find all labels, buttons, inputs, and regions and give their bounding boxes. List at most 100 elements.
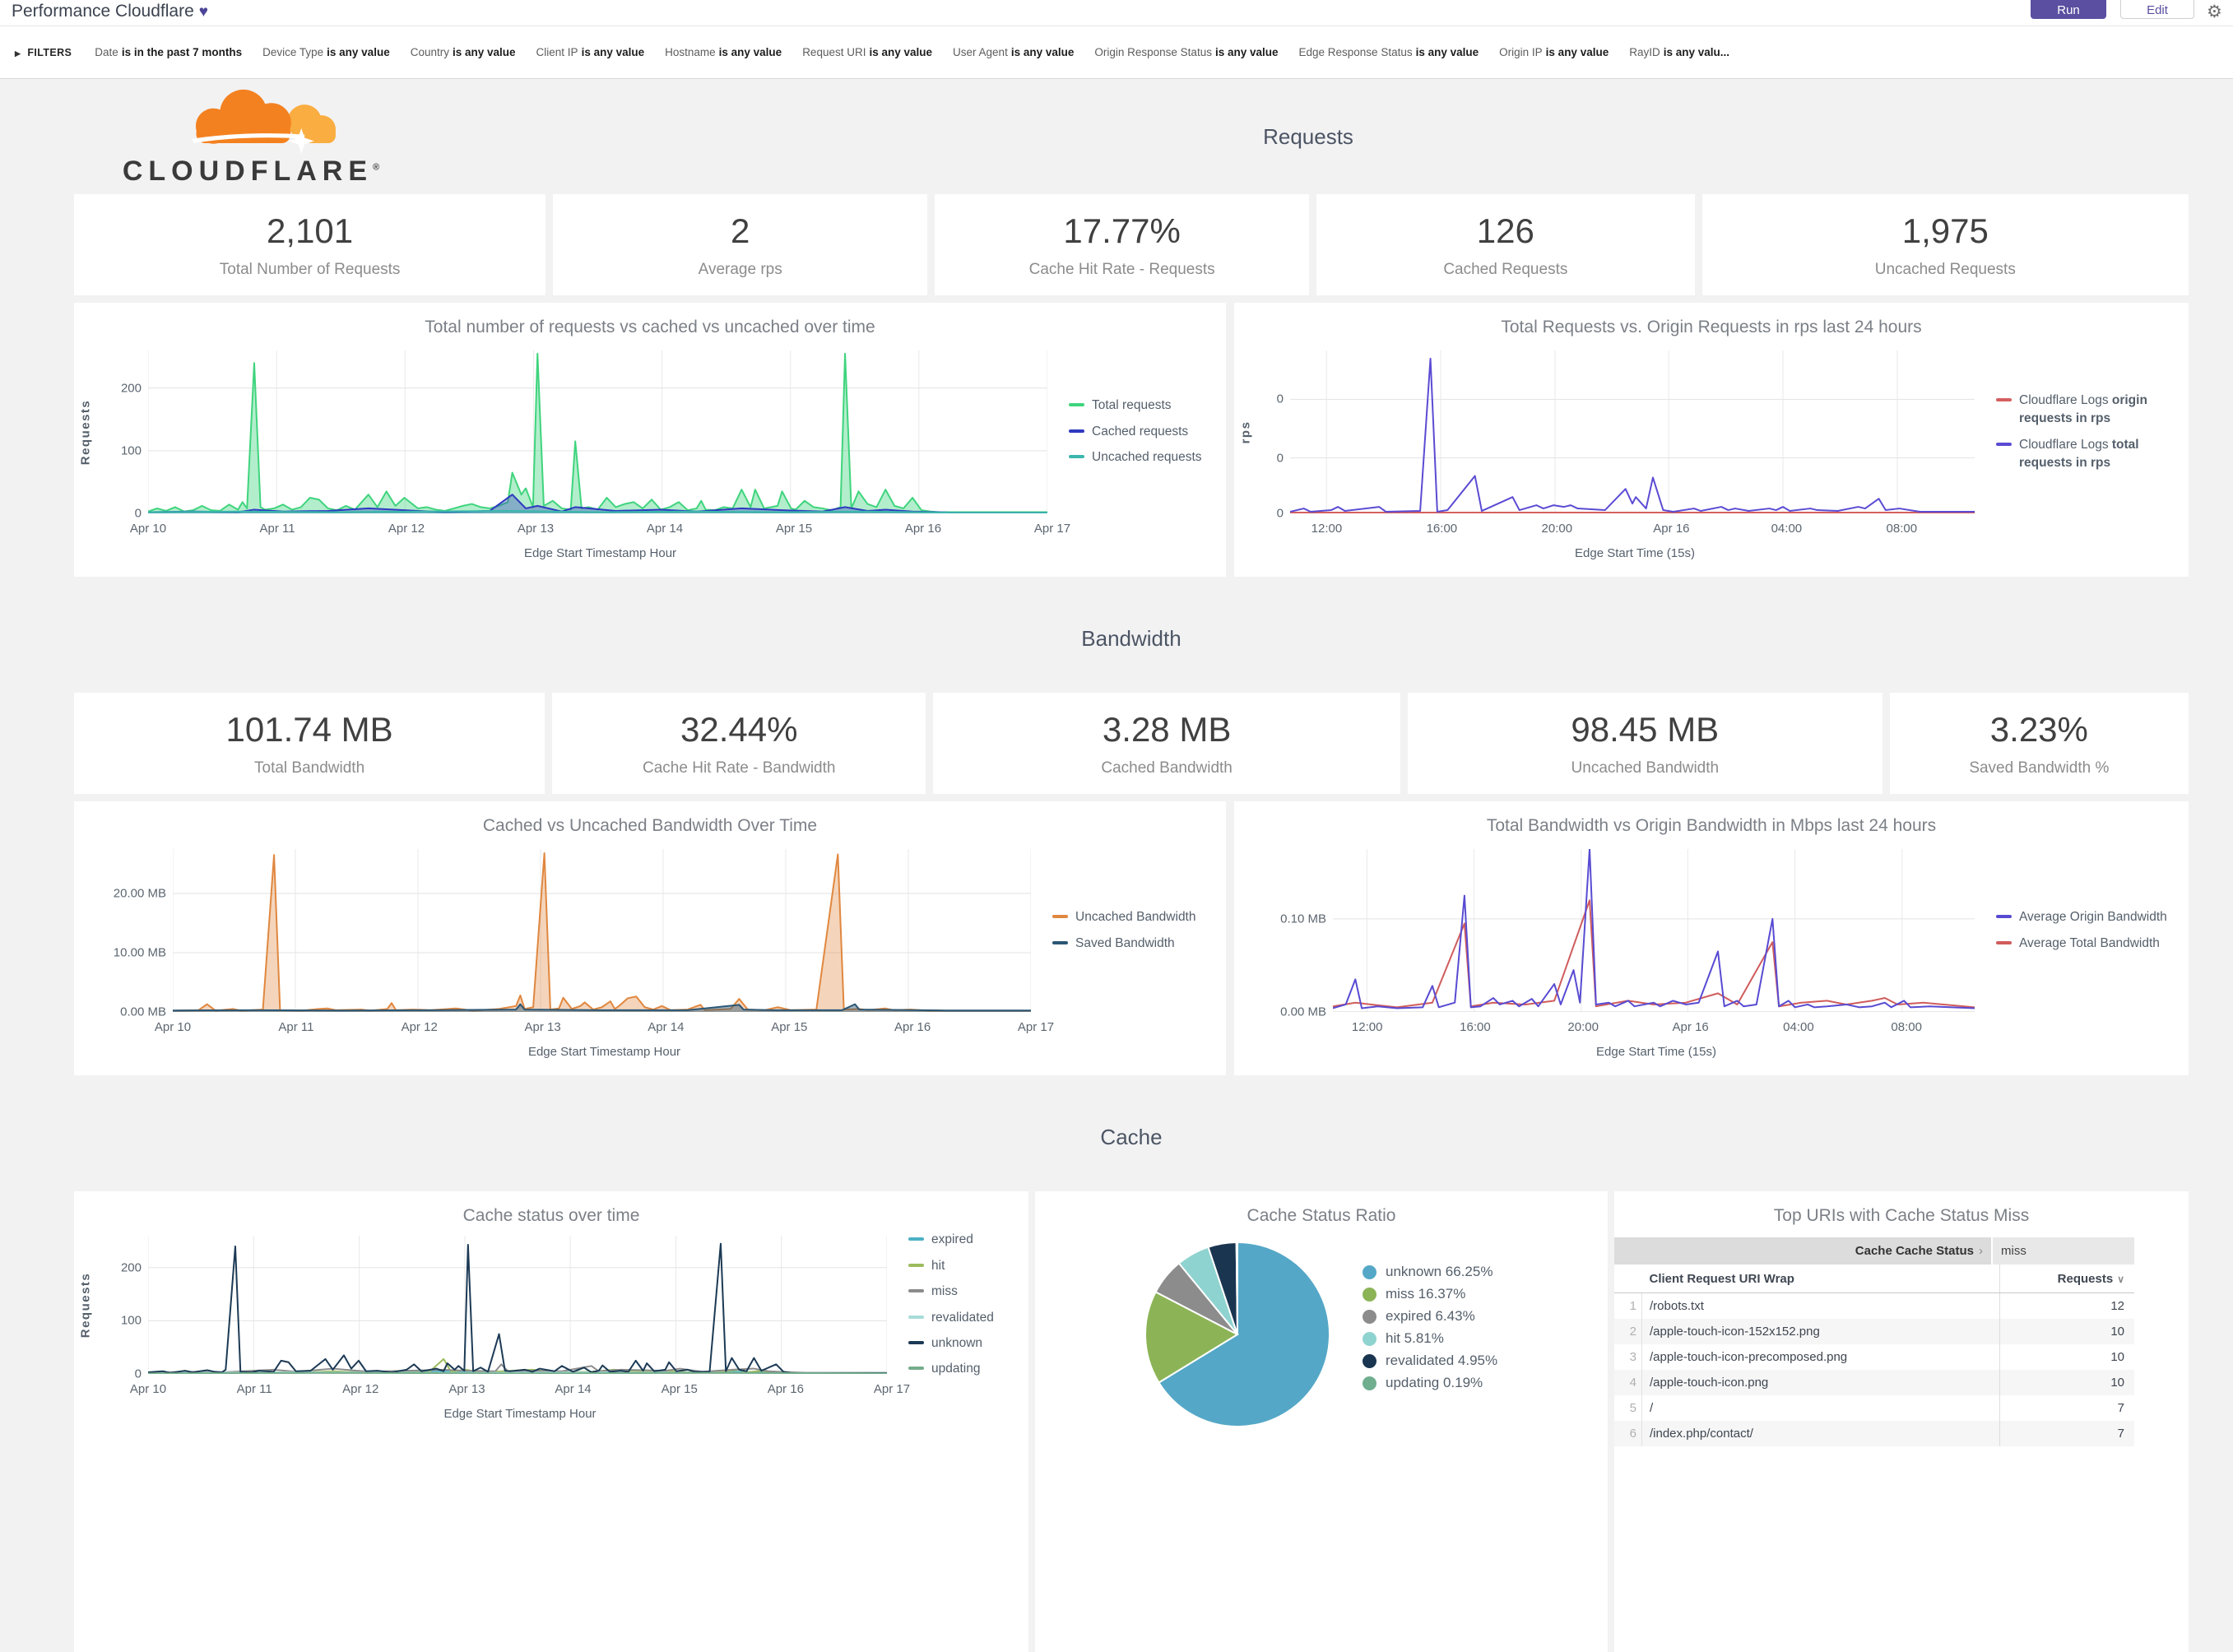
filter-item[interactable]: User Agent is any value bbox=[953, 45, 1075, 58]
x-tick-label: Apr 16 bbox=[904, 522, 942, 536]
x-tick-label: Apr 14 bbox=[646, 522, 684, 536]
x-tick-label: 04:00 bbox=[1783, 1020, 1814, 1034]
pivot-header[interactable]: Cache Cache Status › bbox=[1614, 1237, 1991, 1265]
legend-swatch-icon bbox=[908, 1315, 924, 1319]
chart-legend: expired hit miss revalidated unknown updating bbox=[908, 1232, 1028, 1376]
row-index: 2 bbox=[1614, 1319, 1642, 1344]
x-tick-label: 08:00 bbox=[1891, 1020, 1922, 1034]
legend-label: updating bbox=[931, 1362, 981, 1376]
legend-label: expired bbox=[931, 1232, 973, 1247]
x-tick-label: 12:00 bbox=[1351, 1020, 1383, 1034]
uri-column-header[interactable]: Client Request URI Wrap bbox=[1641, 1265, 2000, 1293]
row-uri[interactable]: /apple-touch-icon.png bbox=[1641, 1370, 2000, 1395]
legend-label: revalidated 4.95% bbox=[1386, 1353, 1498, 1368]
index-column-header bbox=[1614, 1265, 1642, 1293]
legend-item[interactable]: Saved Bandwidth bbox=[1052, 935, 1221, 953]
legend-item[interactable]: unknown bbox=[908, 1334, 1024, 1353]
y-tick-label: 0 bbox=[1276, 451, 1284, 466]
legend-item[interactable]: Uncached requests bbox=[1069, 448, 1221, 466]
legend-item[interactable]: Cloudflare Logs total requests in rps bbox=[1996, 436, 2184, 473]
cloudflare-logo-text: CLOUDFLARE® bbox=[122, 155, 380, 187]
legend-item[interactable]: hit bbox=[908, 1257, 1024, 1275]
x-tick-label: Apr 15 bbox=[775, 522, 813, 536]
legend-swatch-icon bbox=[1052, 940, 1068, 944]
stat-value: 1,975 bbox=[1901, 211, 1989, 250]
x-tick-label: Apr 13 bbox=[517, 522, 555, 536]
filter-item[interactable]: Client IP is any value bbox=[536, 45, 645, 58]
heart-icon: ♥ bbox=[198, 3, 209, 21]
y-tick-label: 0.00 MB bbox=[1280, 1005, 1326, 1019]
legend-item[interactable]: updating 0.19% bbox=[1363, 1375, 1497, 1391]
cache-miss-table: Cache Cache Status › miss Client Request … bbox=[1614, 1237, 2134, 1446]
gear-icon[interactable]: ⚙ bbox=[2207, 2, 2222, 21]
x-tick-label: Apr 11 bbox=[236, 1382, 272, 1396]
chart-cache-status-over-time: Cache status over time Requests 0 100 200 exp… bbox=[74, 1191, 1028, 1652]
legend-item[interactable]: updating bbox=[908, 1360, 1024, 1378]
run-button[interactable]: Run bbox=[2031, 0, 2106, 19]
row-index: 3 bbox=[1614, 1344, 1642, 1370]
legend-item[interactable]: revalidated bbox=[908, 1309, 1024, 1327]
x-tick-label: Apr 11 bbox=[278, 1020, 314, 1034]
filter-item[interactable]: Edge Response Status is any value bbox=[1298, 45, 1479, 58]
requests-column-header[interactable]: Requests ∨ bbox=[1999, 1265, 2134, 1293]
x-axis-title: Edge Start Timestamp Hour bbox=[523, 546, 677, 560]
legend-item[interactable]: hit 5.81% bbox=[1363, 1330, 1497, 1347]
table-row: 3/apple-touch-icon-precomposed.png 10 bbox=[1614, 1344, 2134, 1370]
filters-toggle[interactable]: ▶ FILTERS bbox=[15, 46, 72, 58]
legend-swatch-icon bbox=[908, 1367, 924, 1371]
legend-item[interactable]: expired bbox=[908, 1231, 1024, 1249]
table-row: 1/robots.txt 12 bbox=[1614, 1292, 2134, 1319]
legend-item[interactable]: Average Origin Bandwidth bbox=[1996, 908, 2184, 926]
row-uri[interactable]: /robots.txt bbox=[1650, 1299, 1704, 1313]
bandwidth-charts-row: Cached vs Uncached Bandwidth Over Time 0.… bbox=[74, 801, 2189, 1075]
filter-item[interactable]: Hostname is any value bbox=[665, 45, 782, 58]
filter-bar: ▶ FILTERS Date is in the past 7 months Devi… bbox=[0, 26, 2233, 79]
legend-swatch-icon bbox=[1052, 915, 1068, 919]
plot-area bbox=[1290, 350, 1975, 513]
chart-legend: Cloudflare Logs origin requests in rps Cl… bbox=[1996, 350, 2189, 513]
stat-card: 32.44% Cache Hit Rate - Bandwidth bbox=[552, 693, 926, 794]
row-requests: 12 bbox=[1999, 1292, 2134, 1319]
legend-item[interactable]: miss bbox=[908, 1283, 1024, 1301]
stat-value: 2,101 bbox=[267, 211, 354, 250]
legend-item[interactable]: expired 6.43% bbox=[1363, 1308, 1497, 1325]
legend-swatch-icon bbox=[1069, 403, 1084, 407]
row-uri[interactable]: /apple-touch-icon-precomposed.png bbox=[1650, 1350, 1848, 1364]
y-tick-label: 0 bbox=[134, 506, 142, 521]
chart-title: Total number of requests vs cached vs un… bbox=[425, 318, 875, 336]
row-uri[interactable]: /apple-touch-icon-152x152.png bbox=[1641, 1319, 2000, 1344]
legend-label: Cloudflare Logs total requests in rps bbox=[2019, 437, 2139, 470]
legend-item[interactable]: Uncached Bandwidth bbox=[1052, 908, 1221, 926]
filter-item[interactable]: Request URI is any value bbox=[802, 45, 933, 58]
pivot-value: miss bbox=[1991, 1237, 2134, 1265]
chevron-right-icon: › bbox=[1979, 1244, 1983, 1258]
chart-legend: Average Origin Bandwidth Average Total Ba… bbox=[1996, 849, 2189, 1012]
x-tick-label: Apr 17 bbox=[1017, 1020, 1055, 1034]
legend-item[interactable]: Cached requests bbox=[1069, 423, 1221, 441]
legend-item[interactable]: revalidated 4.95% bbox=[1363, 1353, 1497, 1369]
row-uri[interactable]: /index.php/contact/ bbox=[1641, 1421, 2000, 1446]
filter-item[interactable]: Device Type is any value bbox=[262, 45, 390, 58]
filter-item[interactable]: Origin IP is any value bbox=[1499, 45, 1609, 58]
filter-item[interactable]: RayID is any valu... bbox=[1629, 45, 1730, 58]
requests-charts-row: Total number of requests vs cached vs un… bbox=[74, 303, 2189, 577]
filter-item[interactable]: Date is in the past 7 months bbox=[95, 45, 243, 58]
legend-item[interactable]: Total requests bbox=[1069, 397, 1221, 415]
row-requests: 10 bbox=[1999, 1319, 2134, 1344]
legend-swatch-icon bbox=[1363, 1287, 1376, 1302]
row-uri[interactable]: / bbox=[1650, 1401, 1654, 1415]
legend-item[interactable]: miss 16.37% bbox=[1363, 1286, 1497, 1302]
chart-legend: Uncached Bandwidth Saved Bandwidth bbox=[1052, 849, 1226, 1012]
filter-item[interactable]: Origin Response Status is any value bbox=[1094, 45, 1279, 58]
edit-button[interactable]: Edit bbox=[2120, 0, 2194, 19]
stat-label: Cached Requests bbox=[1443, 260, 1568, 278]
filter-item[interactable]: Country is any value bbox=[410, 45, 516, 58]
legend-item[interactable]: Average Total Bandwidth bbox=[1996, 935, 2184, 953]
sort-desc-icon: ∨ bbox=[2117, 1273, 2124, 1285]
legend-item[interactable]: Cloudflare Logs origin requests in rps bbox=[1996, 392, 2184, 429]
x-tick-label: Apr 12 bbox=[388, 522, 425, 536]
stat-card: 98.45 MB Uncached Bandwidth bbox=[1407, 693, 1882, 794]
legend-item[interactable]: unknown 66.25% bbox=[1363, 1264, 1497, 1280]
pie-legend: unknown 66.25% miss 16.37% expired 6.43% hi… bbox=[1363, 1264, 1497, 1391]
stat-label: Cached Bandwidth bbox=[1101, 759, 1233, 777]
